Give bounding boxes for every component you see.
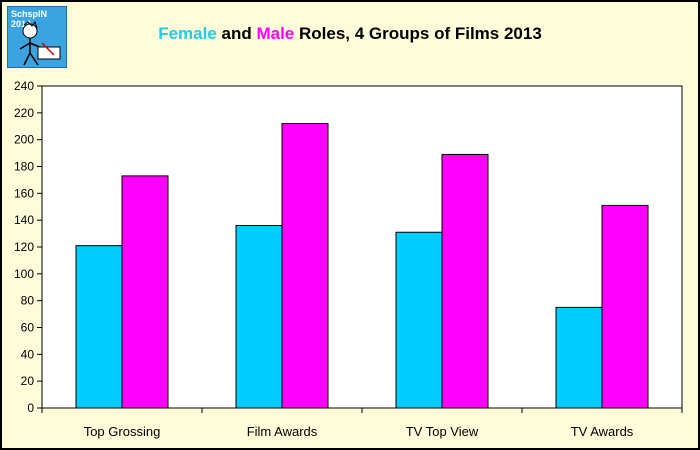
bar-female: [395, 231, 443, 409]
y-tick-label: 60: [21, 321, 35, 335]
y-tick-label: 160: [14, 186, 34, 200]
bar-female: [235, 225, 283, 409]
y-tick-label: 220: [14, 106, 34, 120]
x-category-label: Film Awards: [247, 424, 318, 439]
title-rest: Roles, 4 Groups of Films 2013: [294, 24, 542, 43]
bar-female: [75, 245, 123, 409]
bar-female: [555, 306, 603, 409]
bar-male: [281, 123, 329, 409]
bar-male: [441, 153, 489, 409]
logo-text: SchspIN 2014: [11, 9, 48, 29]
logo: SchspIN 2014: [7, 6, 67, 68]
figure-writing-icon: [19, 20, 61, 66]
y-tick-label: 120: [14, 240, 34, 254]
y-tick-label: 40: [21, 347, 35, 361]
y-tick-label: 240: [14, 79, 34, 93]
y-tick-label: 100: [14, 267, 34, 281]
x-category-label: TV Awards: [571, 424, 634, 439]
title-female: Female: [158, 24, 217, 43]
y-tick-label: 20: [21, 374, 35, 388]
y-tick-label: 80: [21, 294, 35, 308]
bar-male: [121, 175, 169, 409]
title-male: Male: [256, 24, 295, 43]
chart-title: Female and Male Roles, 4 Groups of Films…: [0, 24, 700, 44]
x-category-label: Top Grossing: [84, 424, 161, 439]
x-category-label: TV Top View: [406, 424, 479, 439]
bar-male: [601, 204, 649, 409]
y-tick-label: 180: [14, 160, 34, 174]
title-and: and: [216, 24, 257, 43]
y-tick-label: 140: [14, 213, 34, 227]
y-tick-label: 200: [14, 133, 34, 147]
y-tick-label: 0: [27, 401, 34, 415]
